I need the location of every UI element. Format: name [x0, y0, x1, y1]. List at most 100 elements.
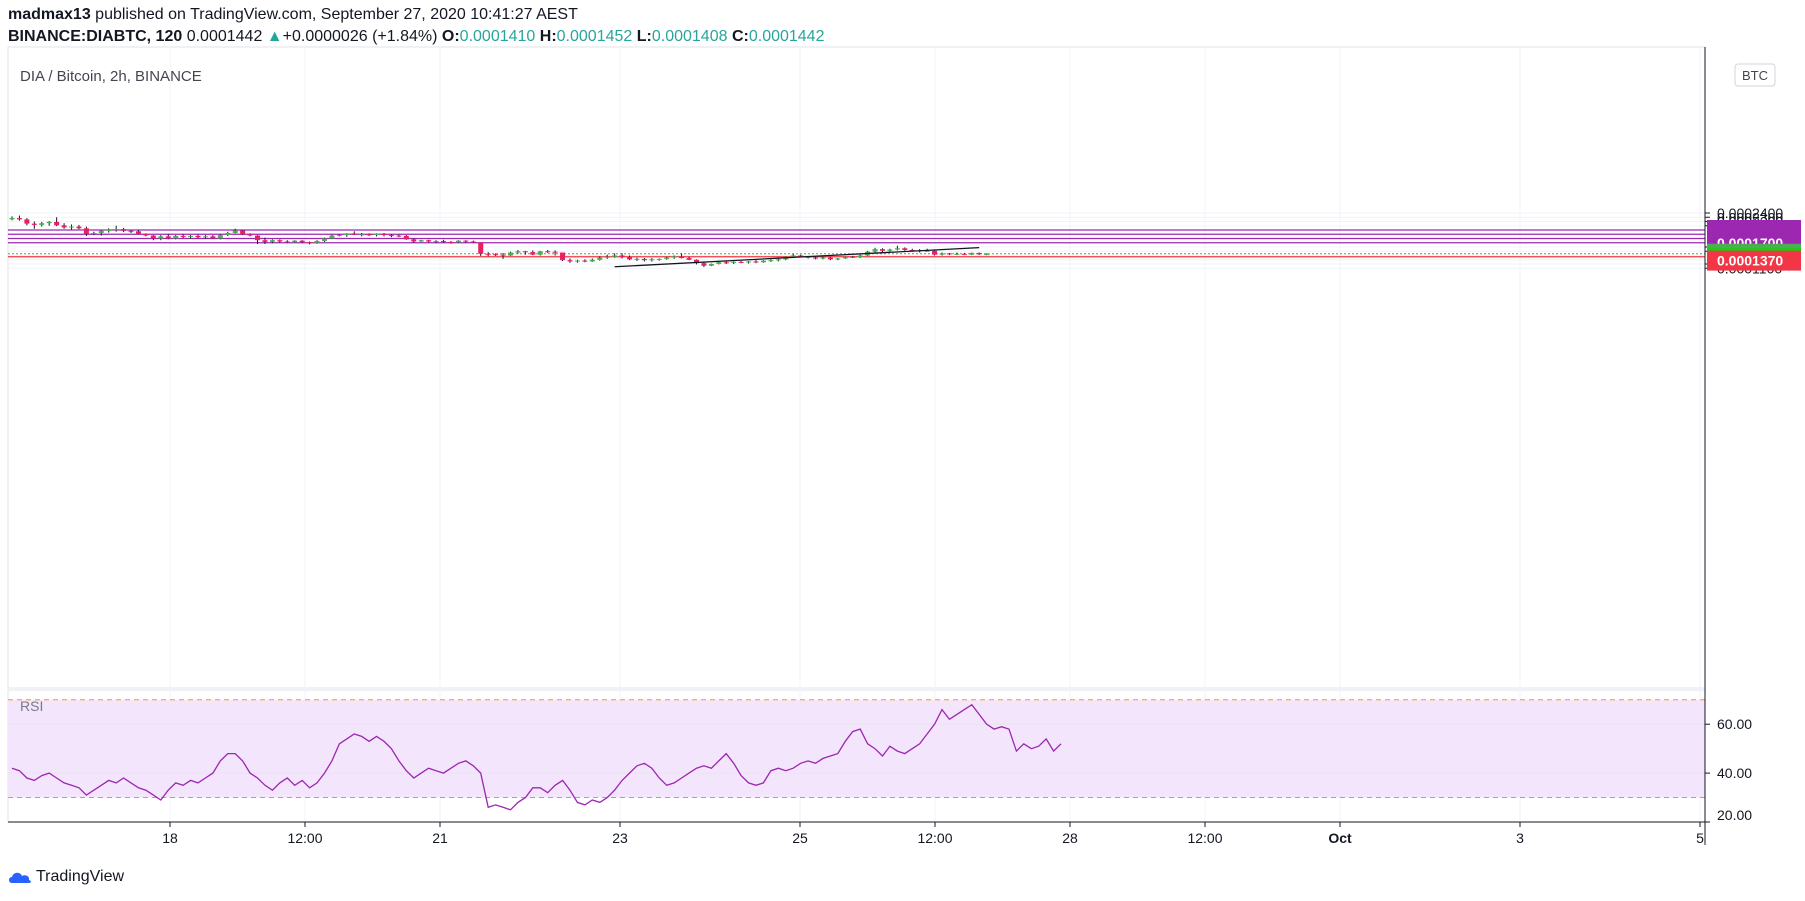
candle-down [381, 233, 387, 236]
candle-up [969, 252, 975, 255]
candle-down [277, 240, 283, 242]
candle-down [805, 256, 811, 258]
candle-up [418, 240, 424, 242]
candle-up [173, 235, 179, 239]
time-tick-label: 23 [612, 830, 628, 846]
chart-title: DIA / Bitcoin, 2h, BINANCE [20, 68, 202, 85]
low-value: 0.0001408 [651, 28, 728, 45]
candle-down [686, 258, 692, 260]
candle-up [671, 256, 677, 258]
candle-up [336, 235, 342, 237]
candle-up [515, 251, 521, 253]
support-price-tag-label: 0.0001370 [1717, 253, 1783, 269]
high-value: 0.0001452 [556, 28, 633, 45]
time-tick-label: 12:00 [1187, 830, 1222, 846]
support-price-tag[interactable] [1707, 250, 1801, 271]
candle-up [954, 253, 960, 255]
candle-up [768, 260, 774, 262]
candle-down [500, 254, 506, 256]
main-pane [7, 46, 1706, 689]
candle-up [359, 234, 365, 236]
trendline[interactable] [614, 246, 980, 268]
close-label: C: [731, 28, 749, 45]
candle-up [887, 249, 893, 251]
candle-down [641, 258, 647, 261]
ascending-trendline[interactable] [614, 246, 980, 268]
chart-axes: 0.00024000.00023000.00022000.00021000.00… [8, 47, 1801, 846]
candle-down [493, 254, 499, 256]
candle-up [69, 226, 75, 228]
candle-down [448, 241, 454, 243]
author-name[interactable]: madmax13 [8, 6, 91, 23]
rsi-label: RSI [20, 698, 43, 714]
candle-down [902, 248, 908, 250]
time-tick-label: 28 [1062, 830, 1078, 846]
time-tick-label: Oct [1328, 830, 1352, 846]
candle-up [433, 241, 439, 243]
candle-up [716, 262, 722, 264]
candle-down [247, 234, 253, 236]
candle-down [150, 235, 156, 239]
candle-down [693, 259, 699, 264]
symbol-label: BINANCE:DIABTC, 120 [8, 28, 183, 45]
candle-down [738, 261, 744, 263]
candle-up [589, 259, 595, 262]
candle-up [158, 236, 164, 239]
candle-down [255, 235, 261, 241]
open-label: O: [441, 28, 460, 45]
candle-up [314, 241, 320, 243]
candle-down [701, 263, 707, 266]
tradingview-logo[interactable]: TradingView [8, 868, 124, 886]
candle-down [165, 236, 171, 239]
candle-down [83, 228, 89, 234]
candle-up [188, 235, 194, 237]
candle-up [321, 238, 327, 242]
price-tick-label: 0.0002400 [1717, 205, 1783, 221]
candle-down [850, 256, 856, 258]
publish-info: madmax13 published on TradingView.com, S… [8, 6, 578, 24]
candle-down [54, 221, 60, 226]
candle-down [753, 261, 759, 263]
candle-down [932, 250, 938, 255]
candle-down [798, 255, 804, 257]
candle-up [649, 259, 655, 261]
candle-down [441, 241, 447, 243]
time-tick-label: 3 [1516, 830, 1524, 846]
time-tick-label: 21 [432, 830, 448, 846]
candle-down [426, 240, 432, 242]
candle-down [522, 251, 528, 253]
candle-up [746, 261, 752, 263]
candle-up [894, 248, 900, 250]
candle-down [396, 235, 402, 237]
candle-up [731, 261, 737, 263]
candle-down [619, 255, 625, 258]
candle-up [225, 232, 231, 236]
publish-text: published on TradingView.com, September … [95, 6, 578, 23]
candle-up [455, 240, 461, 243]
candle-down [827, 257, 833, 260]
rsi-tick-label: 20.00 [1717, 807, 1752, 823]
candle-down [552, 251, 558, 253]
candle-down [307, 242, 313, 244]
candle-down [128, 230, 134, 232]
candle-down [485, 253, 491, 255]
candle-down [24, 219, 30, 224]
candle-up [612, 255, 618, 257]
rsi-tick-label: 60.00 [1717, 716, 1752, 732]
candle-down [723, 262, 729, 264]
price-chart[interactable]: 0.00024000.00023000.00022000.00021000.00… [0, 0, 1805, 860]
currency-badge[interactable] [1734, 63, 1776, 87]
candle-up [924, 250, 930, 252]
candle-up [604, 256, 610, 258]
time-tick-label: 25 [792, 830, 808, 846]
candle-up [820, 257, 826, 259]
candle-up [113, 229, 119, 231]
candle-up [939, 253, 945, 255]
candle-up [202, 236, 208, 238]
candle-down [961, 253, 967, 255]
candle-up [292, 240, 298, 243]
brand-name: TradingView [36, 868, 125, 885]
candle-up [329, 235, 335, 239]
open-value: 0.0001410 [459, 28, 536, 45]
symbol-quote-line: BINANCE:DIABTC, 120 0.0001442 ▲+0.000002… [8, 28, 824, 46]
